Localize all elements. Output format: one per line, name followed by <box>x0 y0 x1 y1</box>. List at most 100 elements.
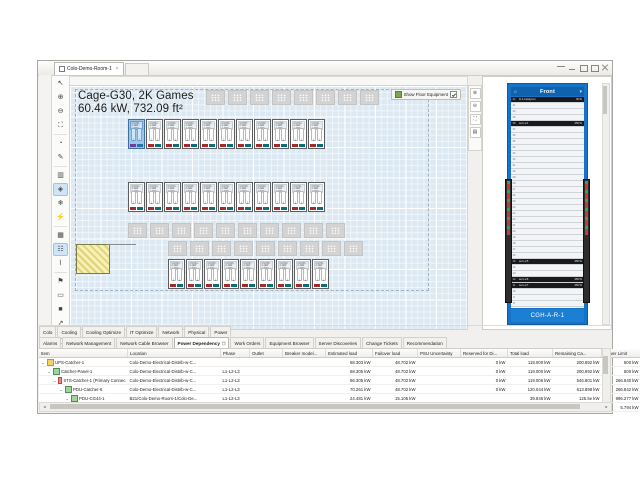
rack-item[interactable]: CGH03... 2.4kW 1.3kW ↓↓ <box>164 119 181 149</box>
rack-empty-u-row[interactable]: 13 <box>511 271 584 277</box>
perforated-tile[interactable] <box>150 223 169 238</box>
rack-item[interactable]: CGH08... 2.4kW 1.3kW ↓↓ <box>254 119 271 149</box>
expand-collapse-icon[interactable]: ⌄ <box>53 377 57 383</box>
fit-view-icon[interactable]: ⛶ <box>469 114 481 125</box>
tab-power[interactable]: Power <box>210 326 232 337</box>
perforated-tile[interactable] <box>360 90 379 105</box>
rack-item[interactable]: CGH30... 2.4kW 1.3kW ↓↓ <box>294 259 311 289</box>
column-header[interactable]: Estimated load <box>325 349 373 358</box>
rack-empty-u-row[interactable]: 28 <box>511 181 584 187</box>
perforated-tile[interactable] <box>304 223 323 238</box>
expand-collapse-icon[interactable]: ⌄ <box>59 386 63 392</box>
perforated-tile[interactable] <box>212 241 231 256</box>
perforated-tile[interactable] <box>194 223 213 238</box>
tab-network-cable-browser[interactable]: Network Cable Browser <box>116 337 173 348</box>
fit-to-screen-icon[interactable]: ⛶ <box>58 122 63 129</box>
floor-tile-icon[interactable]: ▦ <box>57 232 64 239</box>
rack-empty-u-row[interactable]: 14 <box>511 265 584 271</box>
rack-item[interactable]: CGH07... 2.4kW 1.3kW ↓↓ <box>236 119 253 149</box>
tab-physical[interactable]: Physical <box>184 326 210 337</box>
scrollbar-thumb[interactable] <box>603 86 607 114</box>
rack-empty-u-row[interactable]: 16 <box>511 253 584 259</box>
pointer-select-icon[interactable]: ↖ <box>57 80 64 87</box>
close-icon[interactable]: × <box>115 66 119 72</box>
rack-item[interactable]: CGH29... 2.4kW 1.3kW ↓↓ <box>276 259 293 289</box>
rack-item[interactable]: CGH11... 2.4kW 1.3kW ↓↓ <box>308 119 325 149</box>
perforated-tile[interactable] <box>250 90 269 105</box>
column-header[interactable]: Remaining Ca... <box>552 349 602 358</box>
tab-equipment-browser[interactable]: Equipment Browser <box>265 337 314 348</box>
rack-empty-u-row[interactable]: 34 <box>511 145 584 151</box>
scrollbar-thumb[interactable] <box>603 356 608 374</box>
rack-empty-u-row[interactable]: 24 <box>511 205 584 211</box>
rack-empty-u-row[interactable]: 32 <box>511 157 584 163</box>
column-header[interactable]: Phase <box>220 349 250 358</box>
perforated-tile[interactable] <box>238 223 257 238</box>
table-row[interactable]: ⌄ Catcher-Panel-1 Colo-Demo-Electrical-Dis… <box>39 366 640 376</box>
tab-network-management[interactable]: Network Management <box>62 337 116 348</box>
close-window-icon[interactable] <box>601 63 609 72</box>
rack-icon[interactable]: ▥ <box>57 172 64 179</box>
column-header[interactable]: Total load <box>507 349 553 358</box>
layout-grid-icon[interactable]: ☷ <box>53 243 68 256</box>
perforated-tile[interactable] <box>206 90 225 105</box>
perforated-tile[interactable] <box>190 241 209 256</box>
table-row[interactable]: ⌄ STS-Catcher-1 (Primary Connec Colo-Demo-… <box>39 375 640 385</box>
rack-empty-u-row[interactable]: 21 <box>511 223 584 229</box>
maximize-icon[interactable] <box>579 63 588 72</box>
rack-device-row[interactable]: 42 R-1-Catalyst-1 30 W <box>511 97 584 103</box>
rack-empty-u-row[interactable]: 33 <box>511 151 584 157</box>
rack-empty-u-row[interactable]: 40 <box>511 109 584 115</box>
rack-item[interactable]: CGH18... 2.4kW 1.3kW ↓↓ <box>236 182 253 212</box>
edit-note-icon[interactable]: ✎ <box>57 154 64 161</box>
rack-u-list[interactable]: 42 R-1-Catalyst-1 30 W 41 40 39 38 serv-m1 350 W… <box>511 97 584 308</box>
rack-item[interactable]: CGH24... 2.4kW 1.3kW ↓↓ <box>186 259 203 289</box>
rack-item[interactable]: CGH28... 2.4kW 1.3kW ↓↓ <box>258 259 275 289</box>
rack-empty-u-row[interactable]: 9 <box>511 295 584 301</box>
perforated-tile[interactable] <box>234 241 253 256</box>
scroll-right-icon[interactable]: ▸ <box>605 404 608 409</box>
rack-item[interactable]: CGH25... 2.4kW 1.3kW ↓↓ <box>204 259 221 289</box>
camera-icon[interactable]: ☼ <box>513 88 518 95</box>
rack-empty-u-row[interactable]: 39 <box>511 115 584 121</box>
rack-empty-u-row[interactable]: 36 <box>511 133 584 139</box>
perforated-tile[interactable] <box>344 241 363 256</box>
rack-empty-u-row[interactable]: 20 <box>511 229 584 235</box>
rack-empty-u-row[interactable]: 22 <box>511 217 584 223</box>
column-header[interactable]: Reserved for Di... <box>460 349 508 358</box>
expand-collapse-icon[interactable]: ⌄ <box>65 395 69 401</box>
perforated-tile[interactable] <box>272 90 291 105</box>
rack-empty-u-row[interactable]: 17 <box>511 247 584 253</box>
rack-item[interactable]: CGH12... 2.4kW 1.3kW ↓↓ <box>128 182 145 212</box>
network-device-icon[interactable]: ◈ <box>53 183 68 196</box>
rack-item[interactable]: CGH16... 2.4kW 1.3kW ↓↓ <box>200 182 217 212</box>
rack-item[interactable]: CGH19... 2.4kW 1.3kW ↓↓ <box>254 182 271 212</box>
perforated-tile[interactable] <box>278 241 297 256</box>
perforated-tile[interactable] <box>256 241 275 256</box>
table-row[interactable]: ⌄ PDU-CG44-1 B21/Colo-Demo-Room-1/Colo-De.… <box>39 393 640 403</box>
rack-empty-u-row[interactable]: 25 <box>511 199 584 205</box>
show-floor-equipment-checkbox[interactable] <box>450 91 457 98</box>
help-icon[interactable] <box>557 63 565 72</box>
power-unit-icon[interactable]: ⚡ <box>56 214 65 221</box>
show-floor-equipment-button[interactable]: Show Floor Equipment <box>390 89 461 100</box>
rack-empty-u-row[interactable]: 35 <box>511 139 584 145</box>
perforated-tile[interactable] <box>294 90 313 105</box>
zoom-in-icon[interactable]: ⊕ <box>469 88 481 99</box>
minimize-icon[interactable] <box>568 63 576 72</box>
expand-collapse-icon[interactable]: ⌄ <box>41 359 45 365</box>
rack-empty-u-row[interactable]: 41 <box>511 103 584 109</box>
tab-cooling[interactable]: Cooling <box>57 326 82 337</box>
table-vertical-scrollbar[interactable] <box>602 348 611 405</box>
perforated-tile[interactable] <box>326 223 345 238</box>
rack-device-row[interactable]: 15 serv-m5 350 W <box>511 259 584 265</box>
rack-item[interactable]: CGH13... 2.4kW 1.3kW ↓↓ <box>146 182 163 212</box>
rack-empty-u-row[interactable]: 29 <box>511 175 584 181</box>
rack-empty-u-row[interactable]: 31 <box>511 163 584 169</box>
zoom-in-icon[interactable]: ⊕ <box>57 94 64 101</box>
rack-item[interactable]: CGH22... 2.4kW 1.3kW ↓↓ <box>308 182 325 212</box>
rack-item[interactable]: CGH04... 2.4kW 1.3kW ↓↓ <box>182 119 199 149</box>
column-header[interactable]: Item <box>39 349 128 358</box>
table-row[interactable]: ⌄ UPS-Catcher-1 Colo-Demo-Electrical-Distr… <box>39 357 640 367</box>
rack-device-row[interactable]: 38 serv-m1 350 W <box>511 121 584 127</box>
